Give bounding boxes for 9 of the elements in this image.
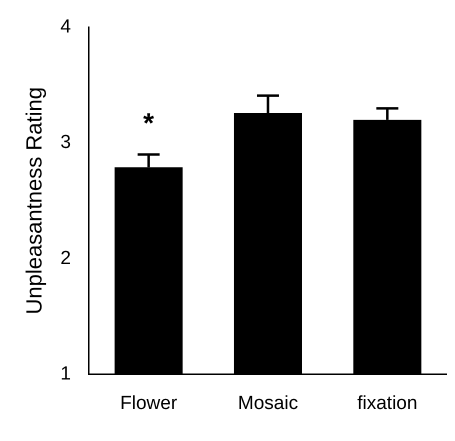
annotation: *: [143, 107, 154, 138]
y-tick-label: 4: [60, 16, 72, 38]
x-tick-label: Mosaic: [238, 392, 298, 414]
y-tick-label: 3: [60, 132, 71, 154]
y-tick-label: 2: [60, 248, 71, 269]
y-tick-label: 1: [60, 363, 71, 384]
x-tick-label: Flower: [120, 392, 178, 414]
x-tick-label: fixation: [357, 392, 418, 414]
y-axis-title: Unpleasantness Rating: [21, 87, 46, 315]
